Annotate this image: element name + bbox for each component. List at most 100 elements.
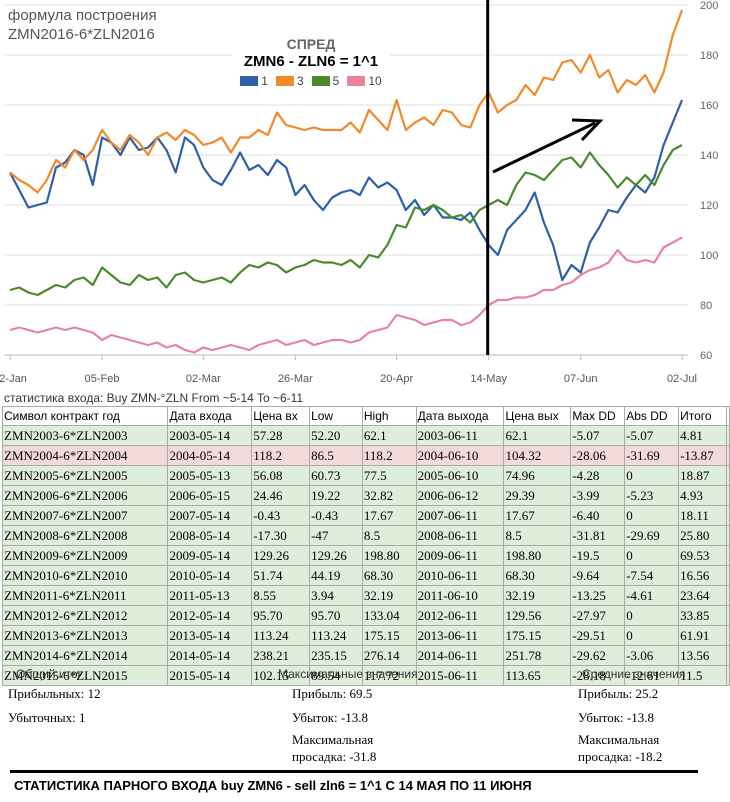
table-cell bbox=[725, 625, 730, 646]
table-cell: ZMN2011-6*ZLN2011 bbox=[1, 585, 169, 606]
table-cell: 2013-05-14 bbox=[167, 625, 253, 646]
table-cell: -5.23 bbox=[624, 485, 680, 506]
table-cell: 25.80 bbox=[678, 525, 727, 546]
summary-avg-loss: Убыток: -13.8 bbox=[578, 710, 655, 725]
legend-label-10: 10 bbox=[368, 74, 382, 88]
table-cell: 74.96 bbox=[503, 465, 572, 486]
table-cell: 2006-06-12 bbox=[415, 485, 505, 506]
stats-title: статистика входа: Buy ZMN-°ZLN From ~5-1… bbox=[4, 391, 304, 405]
legend-item-10[interactable]: 10 bbox=[347, 74, 382, 88]
table-cell: 2010-06-11 bbox=[415, 565, 505, 586]
table-cell: 2009-06-11 bbox=[415, 545, 505, 566]
table-cell bbox=[725, 645, 730, 666]
table-cell bbox=[725, 525, 730, 546]
table-cell: 77.5 bbox=[361, 465, 417, 486]
table-cell: 2005-06-10 bbox=[415, 465, 505, 486]
table-cell: 18.11 bbox=[678, 505, 727, 526]
table-cell: 8.5 bbox=[503, 525, 572, 546]
table-cell: 29.39 bbox=[503, 485, 572, 506]
table-cell: -29.51 bbox=[570, 625, 626, 646]
table-cell: 89.54 bbox=[309, 665, 363, 686]
table-cell: ZMN2003-6*ZLN2003 bbox=[1, 425, 169, 446]
table-cell bbox=[725, 485, 730, 506]
table-cell: ZMN2012-6*ZLN2012 bbox=[1, 605, 169, 626]
legend-swatch-1 bbox=[240, 76, 259, 86]
table-cell: -28.18 bbox=[570, 665, 626, 686]
table-row: ZMN2007-6*ZLN2007 2007-05-14 -0.43 -0.43 17.… bbox=[1, 505, 730, 526]
table-cell: 2011-05-13 bbox=[167, 585, 253, 606]
table-row: ZMN2013-6*ZLN2013 2013-05-14 113.24 113.24 1… bbox=[1, 625, 730, 646]
table-cell: 129.26 bbox=[309, 545, 363, 566]
table-cell: ZMN2008-6*ZLN2008 bbox=[1, 525, 169, 546]
table-cell: 68.30 bbox=[361, 565, 417, 586]
y-tick-label: 140 bbox=[700, 150, 718, 162]
x-tick-label: 26-Mar bbox=[278, 373, 313, 385]
legend-label-3: 3 bbox=[296, 74, 304, 88]
table-cell: 118.2 bbox=[251, 445, 311, 466]
table-cell: -17.30 bbox=[251, 525, 311, 546]
table-cell: -28.06 bbox=[570, 445, 626, 466]
table-cell: 0 bbox=[624, 605, 680, 626]
table-cell: 19.22 bbox=[309, 485, 363, 506]
table-cell: -29.62 bbox=[570, 645, 626, 666]
table-cell: -3.99 bbox=[570, 485, 626, 506]
table-cell: 86.5 bbox=[309, 445, 363, 466]
table-cell: 32.82 bbox=[361, 485, 417, 506]
column-header: Цена вх bbox=[251, 406, 311, 426]
table-cell: -5.07 bbox=[570, 425, 626, 446]
table-row: ZMN2014-6*ZLN2014 2014-05-14 238.21 235.15 2… bbox=[1, 645, 730, 666]
footer-caption: СТАТИСТИКА ПАРНОГО ВХОДА buy ZMN6 - sell… bbox=[14, 778, 532, 793]
y-tick-label: 120 bbox=[700, 200, 718, 212]
legend-items: 1 3 5 10 bbox=[232, 74, 390, 88]
legend-label-1: 1 bbox=[261, 74, 268, 88]
table-cell: -4.28 bbox=[570, 465, 626, 486]
table-cell: 117.72 bbox=[361, 665, 417, 686]
legend-item-1[interactable]: 1 bbox=[240, 74, 268, 88]
x-tick-label: 02-Jul bbox=[667, 373, 697, 385]
table-cell: 52.20 bbox=[309, 425, 363, 446]
summary-avg-dd-value: просадка: -18.2 bbox=[578, 749, 663, 764]
table-row: ZMN2011-6*ZLN2011 2011-05-13 8.55 3.94 32.19… bbox=[1, 585, 730, 606]
table-cell: 104.32 bbox=[503, 445, 572, 466]
table-cell: 2014-06-11 bbox=[415, 645, 505, 666]
table-cell: 32.19 bbox=[361, 585, 417, 606]
table-cell: 175.15 bbox=[361, 625, 417, 646]
summary-avg-dd-label: Максимальная bbox=[578, 732, 660, 747]
table-cell: 2012-05-14 bbox=[167, 605, 253, 626]
table-row: ZMN2012-6*ZLN2012 2012-05-14 95.70 95.70 133… bbox=[1, 605, 730, 626]
y-tick-label: 160 bbox=[700, 100, 718, 112]
table-cell: 17.67 bbox=[503, 505, 572, 526]
table-cell: 60.73 bbox=[309, 465, 363, 486]
table-cell bbox=[725, 545, 730, 566]
legend: СПРЕД ZMN6 - ZLN6 = 1^1 1 3 5 10 bbox=[232, 32, 390, 102]
table-cell: 2011-06-10 bbox=[415, 585, 505, 606]
trend-arrow-head bbox=[571, 118, 604, 142]
legend-item-3[interactable]: 3 bbox=[275, 74, 304, 88]
table-cell: 44.19 bbox=[309, 565, 363, 586]
table-cell: 133.04 bbox=[361, 605, 417, 626]
y-tick-label: 100 bbox=[700, 250, 718, 262]
table-cell: -31.69 bbox=[624, 445, 680, 466]
legend-item-5[interactable]: 5 bbox=[311, 74, 339, 88]
x-tick-label: 12-Jan bbox=[0, 373, 27, 385]
table-cell: 69.53 bbox=[678, 545, 727, 566]
y-tick-label: 200 bbox=[700, 0, 718, 12]
table-cell: 251.78 bbox=[503, 645, 572, 666]
table-cell: 61.91 bbox=[678, 625, 727, 646]
table-cell: 2007-05-14 bbox=[167, 505, 253, 526]
table-cell: 2015-06-11 bbox=[415, 665, 505, 686]
table-cell: 2003-05-14 bbox=[167, 425, 253, 446]
table-cell: ZMN2015-6*ZLN2015 bbox=[1, 665, 169, 686]
table-cell: 175.15 bbox=[503, 625, 572, 646]
table-cell: 18.87 bbox=[678, 465, 727, 486]
formula-text: ZMN2016-6*ZLN2016 bbox=[8, 26, 155, 43]
table-cell: -47 bbox=[309, 525, 363, 546]
column-header: Дата входа bbox=[167, 406, 253, 426]
table-cell: 8.55 bbox=[251, 585, 311, 606]
table-row: ZMN2015-6*ZLN2015 2015-05-14 102.15 89.54 11… bbox=[1, 665, 730, 686]
table-cell: 113.65 bbox=[503, 665, 572, 686]
series-line-3 bbox=[9, 9, 684, 194]
table-cell: 62.1 bbox=[503, 425, 572, 446]
column-header: High bbox=[361, 406, 417, 426]
summary-avg-head: Средние значения bbox=[582, 667, 686, 681]
